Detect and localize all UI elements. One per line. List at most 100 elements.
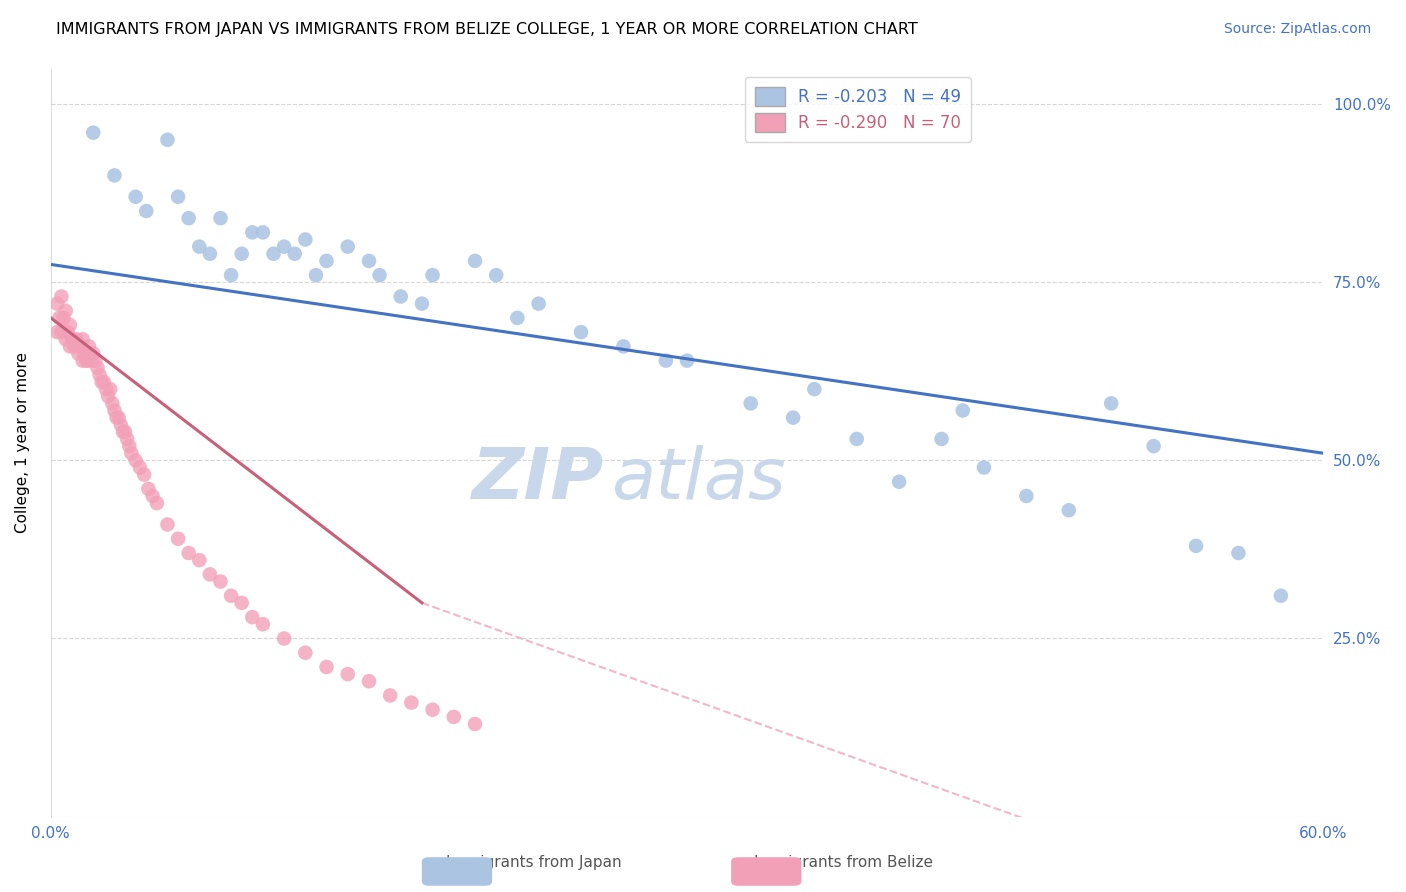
Point <box>90 375 112 389</box>
Point <box>51 289 73 303</box>
Point <box>357 253 380 268</box>
Point <box>527 296 550 310</box>
Point <box>209 211 232 226</box>
Point <box>219 268 242 282</box>
Point <box>219 589 242 603</box>
Legend: R = -0.203   N = 49, R = -0.290   N = 70: R = -0.203 N = 49, R = -0.290 N = 70 <box>745 77 972 142</box>
Point <box>1057 503 1080 517</box>
Point <box>107 410 129 425</box>
Point <box>86 360 108 375</box>
Point <box>98 382 121 396</box>
Point <box>115 432 138 446</box>
Point <box>294 233 316 247</box>
Point <box>782 410 804 425</box>
Point <box>76 353 98 368</box>
Point <box>101 396 124 410</box>
Point <box>118 439 141 453</box>
Point <box>357 674 380 689</box>
Point <box>1099 396 1122 410</box>
Text: Immigrants from Japan: Immigrants from Japan <box>447 855 621 870</box>
Point <box>59 318 82 332</box>
Point <box>401 696 423 710</box>
Point <box>110 417 132 432</box>
Point <box>129 460 152 475</box>
Point <box>120 446 142 460</box>
Point <box>231 596 253 610</box>
Point <box>105 410 128 425</box>
Point <box>240 610 263 624</box>
Point <box>167 190 190 204</box>
Point <box>569 325 592 339</box>
Point <box>931 432 953 446</box>
Point <box>55 332 77 346</box>
Point <box>67 339 90 353</box>
Point <box>336 239 359 253</box>
Point <box>138 482 160 496</box>
Point <box>411 296 433 310</box>
Point <box>952 403 974 417</box>
Point <box>55 303 77 318</box>
Point <box>59 339 82 353</box>
Point <box>103 169 125 183</box>
Text: atlas: atlas <box>610 445 786 515</box>
Point <box>51 325 73 339</box>
Point <box>485 268 508 282</box>
Point <box>167 532 190 546</box>
Point <box>389 289 412 303</box>
Point <box>124 453 146 467</box>
Point <box>56 325 79 339</box>
Point <box>1185 539 1208 553</box>
Point <box>46 296 69 310</box>
Point <box>82 346 104 360</box>
Point <box>94 382 117 396</box>
Point <box>80 353 103 368</box>
Point <box>198 567 221 582</box>
Text: IMMIGRANTS FROM JAPAN VS IMMIGRANTS FROM BELIZE COLLEGE, 1 YEAR OR MORE CORRELAT: IMMIGRANTS FROM JAPAN VS IMMIGRANTS FROM… <box>56 22 918 37</box>
Point <box>134 467 156 482</box>
Point <box>111 425 134 439</box>
Point <box>114 425 136 439</box>
Point <box>378 689 401 703</box>
Point <box>198 246 221 260</box>
Point <box>655 353 678 368</box>
Point <box>740 396 762 410</box>
Point <box>464 717 486 731</box>
Point <box>97 389 120 403</box>
Point <box>1142 439 1164 453</box>
Text: ZIP: ZIP <box>472 445 605 515</box>
Point <box>1270 589 1292 603</box>
Point <box>84 353 107 368</box>
Point <box>252 617 274 632</box>
Point <box>124 190 146 204</box>
Point <box>368 268 391 282</box>
Point <box>209 574 232 589</box>
Point <box>676 353 699 368</box>
Point <box>156 517 179 532</box>
Text: Immigrants from Belize: Immigrants from Belize <box>754 855 934 870</box>
Point <box>506 310 529 325</box>
Point <box>69 339 91 353</box>
Point <box>72 353 94 368</box>
Point <box>273 632 295 646</box>
Point <box>273 239 295 253</box>
Point <box>48 310 70 325</box>
Point <box>177 211 200 226</box>
Point <box>803 382 825 396</box>
Point <box>1015 489 1038 503</box>
Point <box>422 703 444 717</box>
Point <box>82 126 104 140</box>
Point <box>63 339 86 353</box>
Point <box>422 268 444 282</box>
Point <box>973 460 995 475</box>
Point <box>77 339 100 353</box>
Point <box>46 325 69 339</box>
Point <box>1227 546 1250 560</box>
Point <box>263 246 285 260</box>
Point <box>252 226 274 240</box>
Point <box>60 332 83 346</box>
Point <box>612 339 634 353</box>
Point <box>89 368 111 382</box>
Point <box>103 403 125 417</box>
Point <box>231 246 253 260</box>
Point <box>142 489 165 503</box>
